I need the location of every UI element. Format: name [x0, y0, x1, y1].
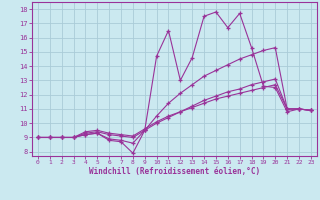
X-axis label: Windchill (Refroidissement éolien,°C): Windchill (Refroidissement éolien,°C) — [89, 167, 260, 176]
